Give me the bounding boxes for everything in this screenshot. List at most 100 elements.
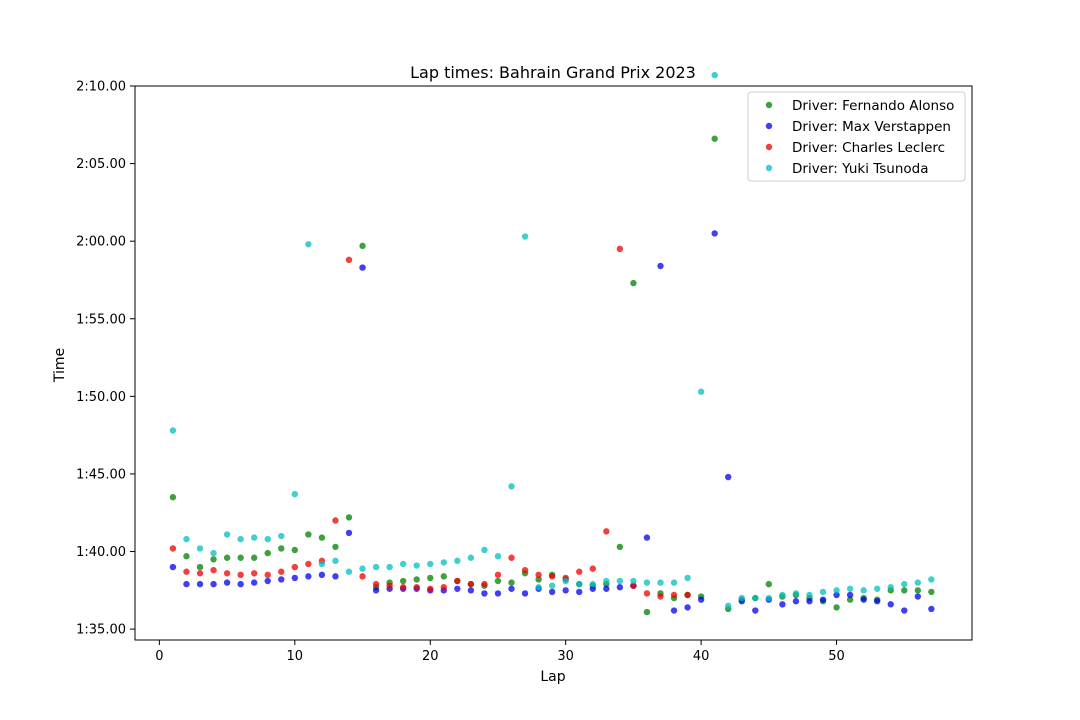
data-point: [237, 571, 244, 579]
data-point: [901, 607, 908, 614]
data-point: [291, 490, 299, 498]
data-point: [792, 590, 800, 597]
data-point: [318, 534, 326, 541]
data-point: [169, 427, 177, 434]
data-point: [684, 591, 691, 599]
data-point: [169, 545, 177, 552]
legend: Driver: Fernando Alonso Driver: Max Verst…: [747, 91, 966, 182]
data-point: [454, 585, 461, 592]
data-point: [345, 568, 353, 575]
data-point: [332, 573, 339, 580]
data-point: [548, 582, 556, 589]
data-point: [278, 532, 285, 540]
legend-marker: [765, 101, 773, 109]
data-point: [359, 565, 366, 572]
data-point: [873, 585, 881, 592]
data-point: [603, 577, 610, 585]
data-point: [887, 601, 894, 608]
data-point: [779, 591, 786, 599]
data-point: [291, 546, 299, 554]
data-point: [752, 594, 759, 602]
data-point: [725, 473, 732, 481]
data-point: [576, 588, 583, 596]
data-point: [278, 545, 285, 552]
data-point: [237, 535, 244, 543]
data-point: [630, 279, 637, 287]
data-point: [372, 580, 380, 588]
data-point: [196, 563, 204, 571]
data-point: [684, 604, 691, 611]
data-point: [670, 579, 678, 586]
data-point: [413, 584, 420, 591]
data-point: [345, 514, 353, 521]
data-point: [399, 577, 407, 585]
data-point: [210, 549, 217, 557]
data-point: [711, 230, 718, 237]
data-point: [792, 598, 800, 605]
data-point: [860, 587, 867, 594]
data-point: [928, 576, 935, 583]
data-point: [427, 560, 434, 568]
data-point: [183, 580, 190, 588]
y-tick-label: 1:35.00: [76, 623, 126, 638]
data-point: [508, 483, 515, 490]
data-point: [318, 560, 326, 568]
y-tick-label: 2:05.00: [76, 157, 126, 172]
data-point: [440, 584, 447, 591]
data-point: [548, 588, 556, 596]
data-point: [359, 264, 366, 271]
data-point: [833, 587, 840, 594]
data-point: [616, 245, 624, 253]
plot-area-frame: [134, 85, 973, 641]
x-tick-label: 30: [557, 649, 574, 664]
data-point: [278, 568, 285, 575]
data-point: [630, 577, 637, 585]
data-point: [670, 591, 678, 599]
data-point: [901, 587, 908, 594]
data-point: [291, 563, 299, 571]
data-point: [237, 580, 244, 588]
x-tick-label: 50: [828, 649, 845, 664]
data-point: [196, 545, 204, 552]
data-point: [765, 580, 773, 588]
data-point: [413, 576, 420, 583]
data-point: [386, 582, 393, 589]
data-point: [196, 580, 204, 588]
data-point: [914, 593, 922, 600]
y-axis-ticks: 1:35.00 1:40.00 1:45.00 1:50.00 1:55.00 2:00.…: [76, 80, 135, 638]
data-point: [183, 568, 190, 575]
data-point: [196, 570, 204, 577]
data-point: [345, 256, 353, 264]
data-point: [454, 557, 461, 565]
data-point: [183, 535, 190, 543]
data-point: [169, 494, 177, 501]
data-point: [481, 590, 488, 597]
data-point: [819, 596, 827, 603]
data-point: [670, 607, 678, 614]
data-point: [481, 580, 488, 588]
data-point: [657, 593, 664, 600]
data-point: [616, 577, 624, 585]
data-point: [454, 577, 461, 585]
data-point: [548, 573, 556, 580]
data-point: [210, 566, 217, 574]
legend-label: Driver: Fernando Alonso: [792, 98, 954, 114]
data-point: [372, 563, 380, 571]
x-axis-label: Lap: [540, 669, 565, 685]
data-point: [305, 531, 312, 538]
data-point: [643, 590, 651, 597]
data-point: [616, 584, 624, 591]
legend-label: Driver: Charles Leclerc: [792, 140, 945, 156]
data-point: [806, 591, 813, 599]
data-point: [521, 566, 529, 574]
data-point: [928, 588, 935, 596]
data-point: [359, 242, 366, 250]
data-point: [562, 587, 569, 594]
data-point: [508, 579, 515, 586]
data-point: [223, 579, 231, 586]
data-point: [833, 604, 840, 611]
y-tick-label: 1:55.00: [76, 312, 126, 327]
data-point: [846, 596, 854, 603]
y-tick-label: 1:45.00: [76, 467, 126, 482]
data-point: [508, 554, 515, 561]
